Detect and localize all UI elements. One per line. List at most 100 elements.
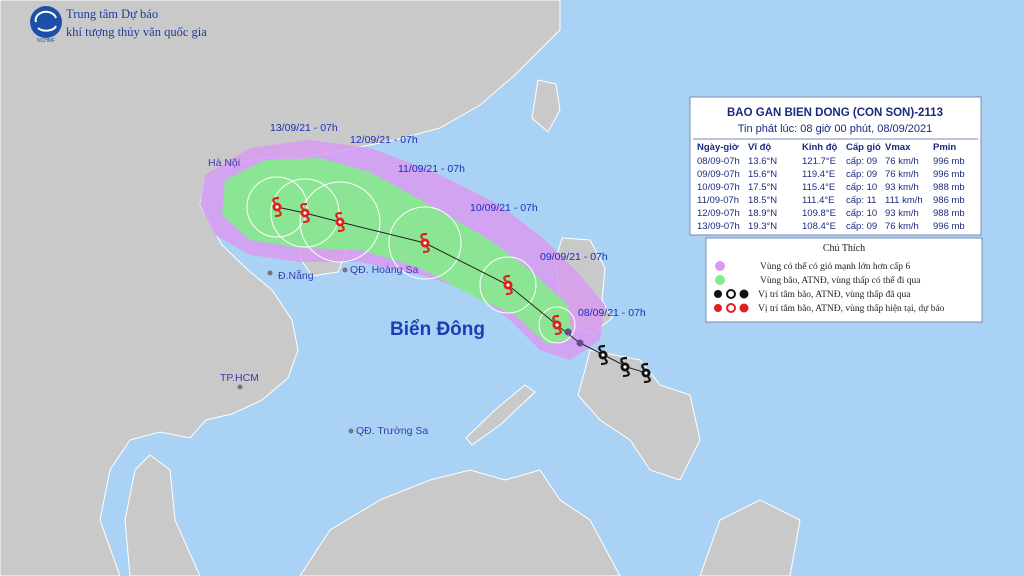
legend-symbol	[714, 304, 722, 312]
column-header: Kinh độ	[802, 142, 838, 153]
legend-symbol	[739, 303, 749, 313]
storm-eye	[644, 371, 648, 375]
table-cell: 119.4°E	[802, 169, 835, 180]
table-cell: 76 km/h	[885, 156, 919, 167]
storm-symbol-arm	[641, 362, 651, 384]
table-cell: 18.9°N	[748, 208, 777, 219]
storm-symbol-arm	[300, 202, 310, 224]
legend-swatch	[715, 275, 725, 285]
storm-eye	[338, 220, 342, 224]
legend-symbol	[739, 289, 749, 299]
table-cell: cấp: 09	[846, 221, 877, 232]
radius-circle	[538, 306, 576, 344]
bulletin-table: Ngày-giờ Vĩ độ Kinh độ Cấp gió Vmax Pmin 08/09…	[697, 142, 965, 232]
sea-name: Biển Đông	[390, 319, 485, 340]
storm-symbol-arm	[420, 232, 430, 254]
legend-title: Chú Thích	[823, 243, 865, 254]
legend-box	[705, 237, 983, 323]
storm-eye	[275, 205, 279, 209]
storm-symbol-arm	[598, 344, 608, 366]
past-center	[564, 328, 572, 336]
table-cell: cấp: 10	[846, 208, 877, 219]
table-cell: 12/09-07h	[697, 208, 740, 219]
table-cell: 121.7°E	[802, 156, 836, 167]
radius-circle	[246, 176, 308, 238]
storm-symbol-arm	[272, 196, 282, 218]
track-time: 10/09/21 - 07h	[470, 202, 538, 214]
storm-eye	[623, 365, 627, 369]
table-cell: cấp: 10	[846, 182, 877, 193]
table-cell: 19.3°N	[748, 221, 777, 232]
table-cell: 109.8°E	[802, 208, 836, 219]
table-cell: 10/09-07h	[697, 182, 740, 193]
table-cell: 13.6°N	[748, 156, 777, 167]
table-cell: 17.5°N	[748, 182, 777, 193]
table-cell: 13/09-07h	[697, 221, 740, 232]
storm-eye	[303, 211, 307, 215]
track-time: 08/09/21 - 07h	[578, 307, 646, 319]
org-name: khí tượng thủy văn quốc gia	[66, 25, 207, 39]
column-header: Vĩ độ	[748, 142, 771, 153]
map-labels: 13/09/21 - 07h 12/09/21 - 07h 11/09/21 - 0…	[208, 122, 646, 437]
place-dot	[342, 267, 348, 273]
legend-item: Vị trí tâm bão, ATNĐ, vùng thấp đã qua	[758, 289, 911, 300]
legend-item: Vùng bão, ATNĐ, vùng thấp có thể đi qua	[760, 275, 921, 286]
table-cell: cấp: 09	[846, 156, 877, 167]
table-cell: 996 mb	[933, 221, 965, 232]
table-cell: 111.4°E	[802, 195, 835, 206]
bulletin-box	[689, 96, 982, 236]
table-cell: 76 km/h	[885, 221, 919, 232]
column-header: Ngày-giờ	[697, 142, 739, 153]
place-dot	[348, 428, 354, 434]
place-name: QĐ. Hoàng Sa	[350, 264, 418, 276]
legend-symbol	[726, 303, 736, 313]
place-name: QĐ. Trường Sa	[356, 425, 428, 437]
past-center	[576, 339, 584, 347]
table-cell: cấp: 11	[846, 195, 876, 206]
track-time: 13/09/21 - 07h	[270, 122, 338, 134]
table-cell: 11/09-07h	[697, 195, 739, 206]
table-cell: 08/09-07h	[697, 156, 740, 167]
table-cell: 93 km/h	[885, 208, 919, 219]
table-cell: 988 mb	[933, 182, 965, 193]
legend: Vùng có thể có gió mạnh lớn hơn cấp 6 Vùn…	[714, 261, 945, 314]
place-name: Đ.Nẵng	[278, 269, 314, 282]
table-cell: 111 km/h	[885, 195, 923, 206]
bulletin-title: BAO GAN BIEN DONG (CON SON)-2113	[727, 107, 943, 119]
legend-item: Vùng có thể có gió mạnh lớn hơn cấp 6	[760, 261, 910, 272]
storm-symbols	[272, 196, 651, 384]
table-cell: 988 mb	[933, 208, 965, 219]
storm-symbol-arm	[335, 211, 345, 233]
radius-circle	[479, 256, 537, 314]
storm-eye	[555, 323, 559, 327]
table-cell: 15.6°N	[748, 169, 777, 180]
column-header: Vmax	[885, 142, 911, 153]
storm-eye	[601, 353, 605, 357]
legend-symbol	[714, 290, 722, 298]
table-cell: 996 mb	[933, 169, 965, 180]
table-cell: 18.5°N	[748, 195, 777, 206]
org-name: Trung tâm Dự báo	[66, 7, 158, 21]
logo-text: NCHMF	[37, 38, 55, 44]
column-header: Pmin	[933, 142, 956, 153]
bulletin-issued: Tin phát lúc: 08 giờ 00 phút, 08/09/2021	[738, 123, 933, 135]
place-name: Hà Nội	[208, 157, 240, 169]
table-cell: 115.4°E	[802, 182, 835, 193]
table-cell: 09/09-07h	[697, 169, 740, 180]
table-cell: 108.4°E	[802, 221, 836, 232]
track-time: 12/09/21 - 07h	[350, 134, 418, 146]
legend-swatch	[715, 261, 725, 271]
radius-circle	[388, 206, 462, 280]
table-cell: 93 km/h	[885, 182, 919, 193]
storm-symbol-arm	[620, 356, 630, 378]
track-time: 09/09/21 - 07h	[540, 251, 608, 263]
storm-symbol-arm	[503, 274, 513, 296]
table-cell: cấp: 09	[846, 169, 877, 180]
logo-wave	[34, 10, 57, 32]
radius-circle	[299, 181, 381, 263]
track-time: 11/09/21 - 07h	[398, 163, 465, 175]
column-header: Cấp gió	[846, 142, 881, 153]
storm-cone	[222, 158, 572, 345]
table-cell: 76 km/h	[885, 169, 919, 180]
